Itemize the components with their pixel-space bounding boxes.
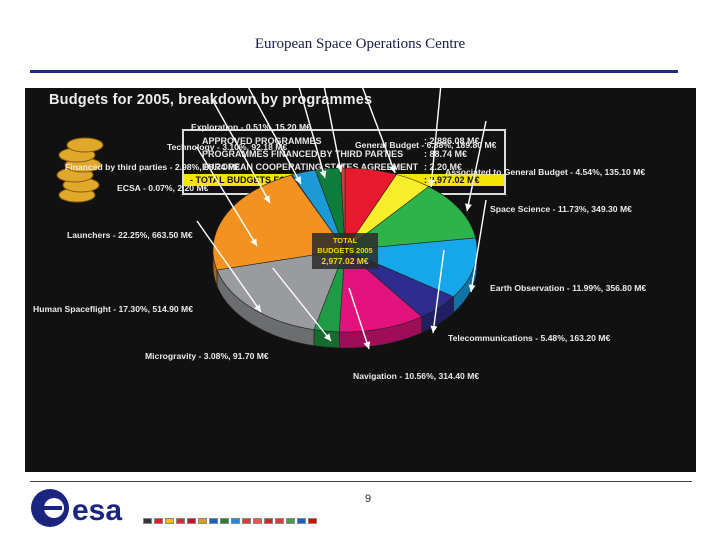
center-label-box (312, 233, 378, 269)
slice-label: Telecommunications - 5.48%, 163.20 M€ (448, 333, 610, 343)
flag-icon (231, 518, 240, 524)
footer-rule (30, 481, 692, 482)
slice-label: Exploration - 0.51%, 15.20 M€ (191, 122, 311, 132)
chart-title: Budgets for 2005, breakdown by programme… (49, 92, 373, 108)
flag-icon (143, 518, 152, 524)
flag-icon (275, 518, 284, 524)
flag-icon (198, 518, 207, 524)
flag-icon (220, 518, 229, 524)
slice-arrow (430, 88, 442, 188)
esa-logo: esa (31, 489, 122, 527)
slice-arrow (323, 88, 342, 173)
slice-arrowhead (319, 170, 327, 178)
slice-arrow (196, 220, 262, 313)
flag-icon (187, 518, 196, 524)
slice-label: Microgravity - 3.08%, 91.70 M€ (145, 351, 269, 361)
slice-arrowhead (428, 179, 436, 187)
slice-label: Earth Observation - 11.99%, 356.80 M€ (490, 283, 646, 293)
slice-arrow (272, 267, 332, 342)
center-label-line: TOTAL (333, 236, 358, 245)
slice-arrow (362, 88, 396, 174)
flag-icon (209, 518, 218, 524)
slice-arrow (432, 249, 445, 334)
flag-icon (308, 518, 317, 524)
slice-arrowhead (389, 165, 396, 173)
center-label-line: 2,977.02 M€ (321, 256, 369, 266)
slice-label: General Budget - 6.38%, 189.80 M€ (355, 140, 497, 150)
pie-slice (216, 249, 346, 331)
summary-row: APPROVED PROGRAMMES : 2,886.08 M€ (202, 136, 480, 146)
flag-icon (297, 518, 306, 524)
slice-arrowhead (323, 333, 331, 341)
page-number: 9 (365, 493, 372, 505)
pie-slice (338, 249, 423, 333)
summary-row: PROGRAMMES FINANCED BY THIRD PARTIES : 8… (202, 149, 468, 159)
slice-arrow (211, 99, 271, 204)
coin-stack-icon (56, 137, 104, 203)
flag-icon (253, 518, 262, 524)
flag-icon (264, 518, 273, 524)
slice-arrow (247, 88, 302, 185)
center-label-line: BUDGETS 2005 (317, 246, 372, 255)
slice-arrowhead (336, 164, 344, 172)
flag-icon (176, 518, 185, 524)
slice-label: ECSA - 0.07%, 2.20 M€ (117, 183, 209, 193)
slice-label: Space Science - 11.73%, 349.30 M€ (490, 204, 632, 214)
slice-label: Financed by third parties - 2.98%, 88.74… (65, 162, 240, 172)
slice-arrowhead (254, 304, 261, 312)
slice-arrowhead (363, 341, 371, 349)
logo-text: esa (72, 494, 122, 527)
flag-icon (165, 518, 174, 524)
flag-icon (242, 518, 251, 524)
chart-panel: Budgets for 2005, breakdown by programme… (25, 88, 696, 472)
title-rule (30, 70, 678, 73)
slice-arrow (298, 88, 326, 179)
slice-arrow (196, 146, 258, 247)
slice-arrow (470, 199, 487, 293)
slice-arrowhead (465, 203, 472, 211)
slice-arrowhead (250, 238, 257, 246)
budget-pie-chart: TOTAL BUDGETS 2005 2,977.02 M€ General B… (33, 88, 646, 381)
slice-label: Navigation - 10.56%, 314.40 M€ (353, 371, 479, 381)
summary-row: EUROPEAN COOPERATING STATES AGREEMENT : … (202, 162, 463, 172)
slice-label: Technology - 3.10%, 92.18 M€ (167, 142, 287, 152)
slice-label: Human Spaceflight - 17.30%, 514.90 M€ (33, 304, 193, 314)
slide-title: European Space Operations Centre (254, 36, 466, 52)
slice-label: Associated to General Budget - 4.54%, 13… (445, 167, 645, 177)
flag-icon (286, 518, 295, 524)
slice-arrow (348, 287, 370, 350)
slice-arrow (466, 120, 487, 212)
slice-label: Launchers - 22.25%, 663.50 M€ (67, 230, 193, 240)
slice-arrowhead (430, 325, 438, 333)
slice-arrowhead (263, 195, 270, 203)
slice-arrowhead (294, 176, 301, 184)
flag-icon (154, 518, 163, 524)
slice-arrowhead (468, 284, 476, 292)
